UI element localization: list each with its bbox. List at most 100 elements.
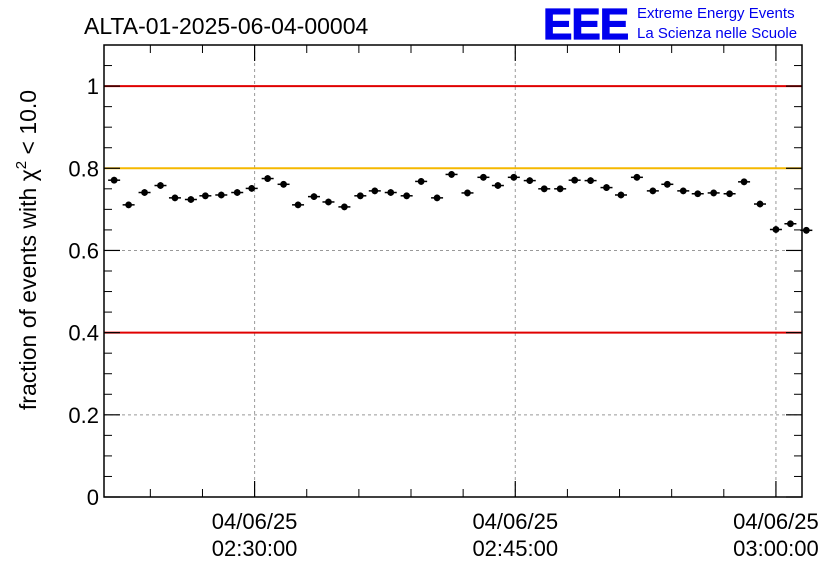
point-marker: [417, 178, 425, 185]
point-marker: [571, 176, 579, 184]
point-marker: [201, 192, 209, 200]
point-marker: [310, 193, 318, 201]
data-point: [491, 182, 504, 189]
data-point: [338, 203, 351, 211]
point-marker: [171, 194, 179, 202]
data-point: [738, 178, 751, 186]
point-marker: [356, 192, 364, 200]
data-point: [554, 185, 567, 193]
data-point: [199, 192, 212, 200]
point-marker: [526, 177, 534, 185]
data-point: [261, 175, 274, 182]
data-point: [661, 180, 674, 188]
y-tick-label: 0: [87, 485, 99, 510]
point-marker: [110, 176, 118, 184]
point-marker: [740, 178, 748, 186]
data-point: [354, 192, 367, 200]
data-point: [523, 177, 536, 185]
x-tick-label-date: 04/06/25: [733, 509, 819, 534]
point-marker: [325, 198, 332, 206]
point-marker: [464, 189, 471, 197]
point-marker: [510, 173, 518, 181]
point-marker: [433, 194, 441, 202]
axes: 00.20.40.60.8104/06/2502:30:0004/06/2502…: [68, 44, 819, 561]
data-point: [445, 171, 458, 178]
data-point: [477, 173, 490, 181]
x-tick-label-date: 04/06/25: [472, 509, 558, 534]
data-point: [707, 189, 720, 197]
data-point: [168, 194, 181, 202]
point-marker: [387, 189, 395, 196]
x-tick-label-date: 04/06/25: [212, 509, 298, 534]
data-point: [614, 191, 627, 199]
y-tick-label: 0.2: [68, 403, 99, 428]
data-point: [691, 190, 704, 198]
data-point: [108, 176, 121, 184]
point-marker: [772, 226, 780, 233]
point-marker: [480, 173, 487, 181]
data-point: [231, 189, 244, 196]
data-point: [277, 180, 290, 188]
y-tick-label: 0.6: [68, 238, 99, 263]
eee-logo-line1: Extreme Energy Events: [637, 5, 795, 22]
point-marker: [494, 182, 502, 189]
point-marker: [556, 185, 564, 193]
data-point: [384, 189, 397, 196]
data-point: [307, 193, 320, 201]
point-marker: [603, 184, 610, 191]
point-marker: [187, 196, 195, 203]
chart-title: ALTA-01-2025-06-04-00004: [84, 13, 368, 39]
point-marker: [157, 182, 164, 189]
data-point: [568, 176, 581, 184]
y-tick-label: 1: [87, 74, 99, 99]
point-marker: [617, 191, 625, 199]
y-tick-label: 0.8: [68, 156, 99, 181]
point-marker: [233, 189, 241, 196]
point-marker: [726, 190, 733, 198]
point-marker: [633, 173, 641, 181]
point-marker: [540, 185, 548, 193]
point-marker: [448, 171, 455, 178]
data-point: [646, 187, 659, 195]
data-point: [184, 196, 197, 203]
data-point: [769, 226, 782, 233]
point-marker: [371, 187, 379, 195]
point-marker: [710, 189, 718, 197]
point-marker: [587, 177, 594, 185]
data-point: [600, 184, 613, 191]
data-point: [723, 190, 736, 198]
data-point: [322, 198, 335, 206]
data-points: [108, 171, 813, 234]
point-marker: [280, 180, 287, 188]
x-tick-label-time: 02:30:00: [212, 536, 298, 561]
point-marker: [248, 185, 256, 192]
point-marker: [679, 187, 687, 195]
point-marker: [340, 203, 348, 211]
point-marker: [125, 201, 133, 209]
eee-logo: EEE Extreme Energy Events La Scienza nel…: [542, 0, 797, 50]
data-point: [507, 173, 520, 181]
point-marker: [663, 180, 671, 188]
data-point: [431, 194, 444, 202]
eee-logo-line2: La Scienza nelle Scuole: [637, 25, 797, 42]
data-point: [245, 185, 258, 192]
point-marker: [787, 220, 794, 228]
point-marker: [141, 189, 148, 196]
y-axis-label: fraction of events with χ2 < 10.0: [13, 90, 41, 410]
data-point: [461, 189, 474, 197]
x-tick-label-time: 03:00:00: [733, 536, 819, 561]
point-marker: [294, 201, 302, 209]
data-point: [215, 191, 228, 199]
x-tick-label-time: 02:45:00: [472, 536, 558, 561]
data-point: [138, 189, 151, 196]
data-point: [400, 192, 413, 200]
point-marker: [802, 226, 810, 234]
y-tick-label: 0.4: [68, 321, 99, 346]
data-point: [784, 220, 797, 228]
point-marker: [264, 175, 272, 182]
data-point: [584, 177, 597, 185]
data-point: [754, 200, 767, 208]
reference-lines: [104, 85, 802, 334]
data-point: [368, 187, 381, 195]
